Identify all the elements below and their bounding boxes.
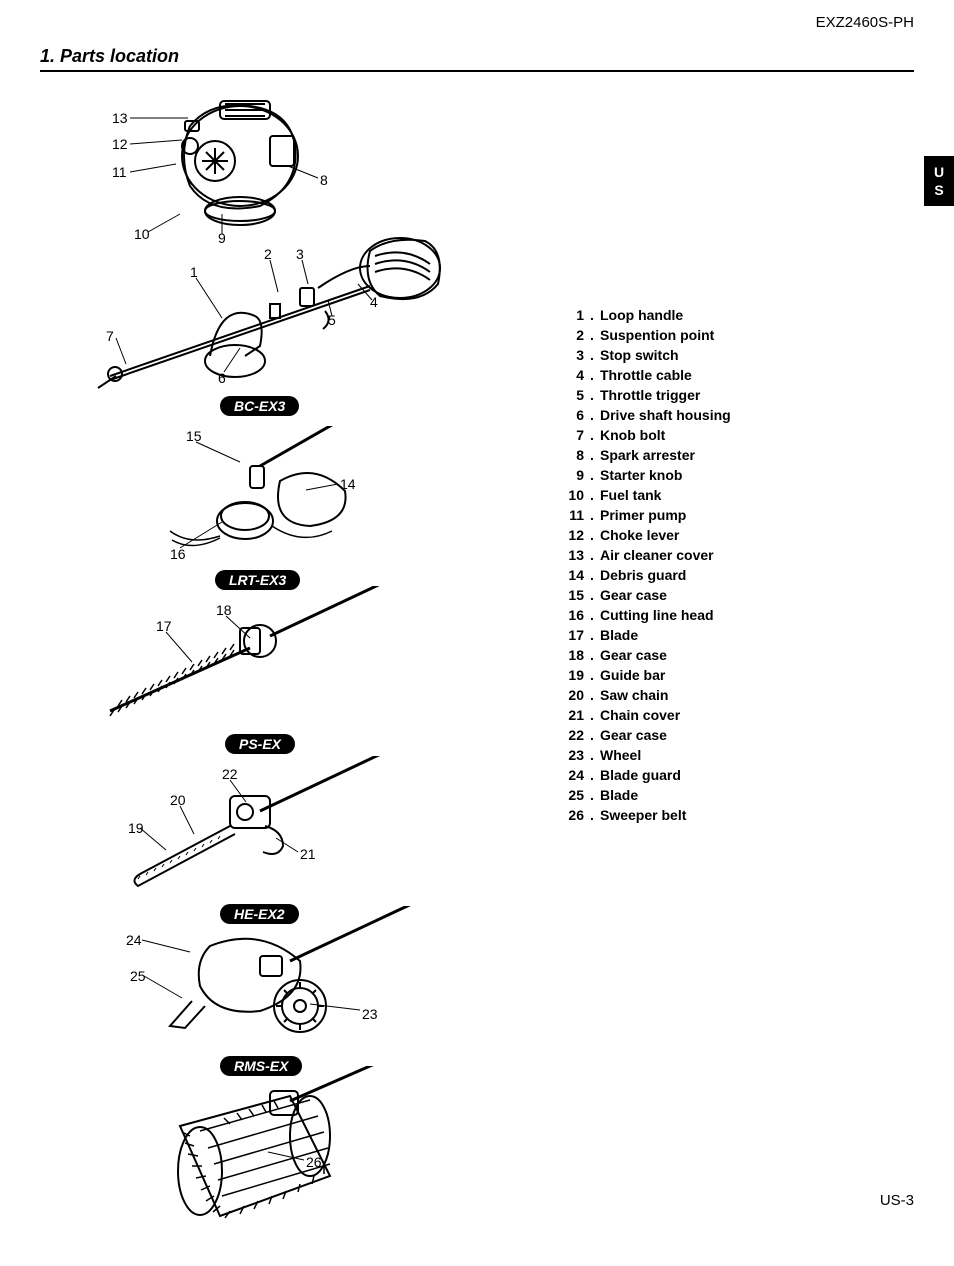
list-item: 21.Chain cover [560,705,880,725]
list-item: 20.Saw chain [560,685,880,705]
list-item: 18.Gear case [560,645,880,665]
list-item: 1.Loop handle [560,305,880,325]
list-item: 5.Throttle trigger [560,385,880,405]
page: EXZ2460S-PH 1. Parts location U S [0,0,954,1235]
list-item: 13.Air cleaner cover [560,545,880,565]
list-item: 26.Sweeper belt [560,805,880,825]
list-item: 2.Suspention point [560,325,880,345]
list-item: 22.Gear case [560,725,880,745]
list-item: 10.Fuel tank [560,485,880,505]
list-item: 25.Blade [560,785,880,805]
list-item: 23.Wheel [560,745,880,765]
tab-line1: U [924,163,954,181]
list-item: 19.Guide bar [560,665,880,685]
title-rule [40,70,914,72]
list-item: 16.Cutting line head [560,605,880,625]
list-item: 24.Blade guard [560,765,880,785]
list-item: 3.Stop switch [560,345,880,365]
tab-line2: S [924,181,954,199]
list-item: 17.Blade [560,625,880,645]
section-title: 1. Parts location [40,46,179,67]
leader-lines [70,86,510,1266]
list-item: 4.Throttle cable [560,365,880,385]
list-item: 9.Starter knob [560,465,880,485]
list-item: 7.Knob bolt [560,425,880,445]
diagram-area: BC-EX3 LRT-EX3 PS-EX HE-EX2 RMS-EX 13 12… [70,86,510,1166]
list-item: 11.Primer pump [560,505,880,525]
list-item: 14.Debris guard [560,565,880,585]
list-item: 8.Spark arrester [560,445,880,465]
list-item: 6.Drive shaft housing [560,405,880,425]
page-number: US-3 [880,1192,914,1209]
list-item: 15.Gear case [560,585,880,605]
parts-list: 1.Loop handle 2.Suspention point 3.Stop … [560,305,880,825]
model-number: EXZ2460S-PH [816,14,914,31]
list-item: 12.Choke lever [560,525,880,545]
language-tab: U S [924,156,954,206]
